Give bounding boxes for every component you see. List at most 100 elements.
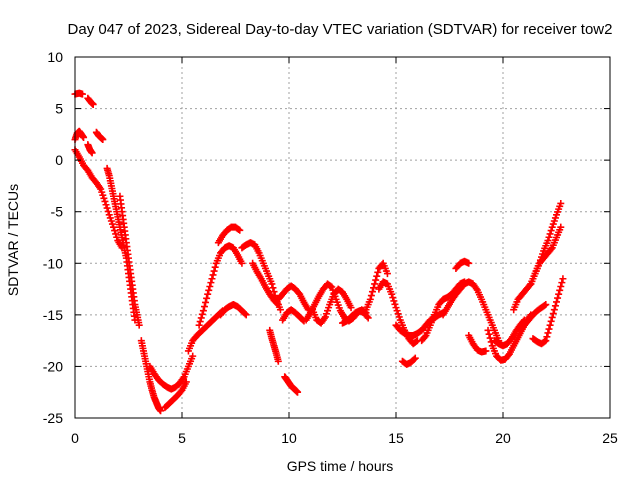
axis-ticks: [74, 56, 611, 419]
data-point: [238, 259, 246, 267]
data-point: [371, 280, 379, 288]
data-point: [557, 223, 565, 231]
data-point: [388, 290, 396, 298]
y-tick-label: -10: [43, 255, 63, 271]
y-tick-label: -15: [43, 307, 63, 323]
data-point: [135, 321, 143, 329]
data-point: [559, 275, 567, 283]
x-tick-label: 15: [388, 430, 404, 446]
data-point: [206, 282, 214, 290]
data-point: [195, 321, 203, 329]
data-point: [103, 204, 111, 212]
data-point: [205, 286, 213, 294]
data-point: [372, 276, 380, 284]
x-tick-label: 25: [602, 430, 618, 446]
data-point: [347, 304, 355, 312]
data-point: [80, 133, 88, 141]
x-tick-label: 20: [495, 430, 511, 446]
data-point: [196, 318, 204, 326]
data-point: [551, 302, 559, 310]
data-point: [241, 310, 249, 318]
tick-labels: 0 5 10 15 20 25 10 5 0 -5 -10 -15 -20 -25: [43, 49, 618, 446]
x-tick-label: 5: [178, 430, 186, 446]
data-point: [557, 282, 565, 290]
data-point: [547, 245, 555, 253]
data-point: [486, 334, 494, 342]
data-point: [549, 310, 557, 318]
data-point: [110, 223, 118, 231]
data-point: [199, 307, 207, 315]
data-point: [411, 354, 419, 362]
data-point: [484, 326, 492, 334]
data-point: [211, 263, 219, 271]
y-tick-label: 5: [55, 101, 63, 117]
data-point: [368, 288, 376, 296]
data-point: [88, 149, 96, 157]
data-point: [391, 300, 399, 308]
data-point: [367, 292, 375, 300]
data-point: [197, 314, 205, 322]
data-point: [111, 227, 119, 235]
x-axis-label: GPS time / hours: [287, 458, 394, 474]
data-point: [542, 337, 550, 345]
data-point: [482, 347, 490, 355]
data-point: [545, 233, 553, 241]
data-point: [548, 313, 556, 321]
data-point: [383, 270, 391, 278]
data-point: [526, 281, 534, 289]
y-tick-label: 10: [47, 49, 63, 65]
data-point: [236, 226, 244, 234]
x-tick-label: 10: [281, 430, 297, 446]
data-point: [545, 325, 553, 333]
data-point: [208, 275, 216, 283]
data-point: [269, 284, 277, 292]
data-point: [202, 298, 210, 306]
chart-title: Day 047 of 2023, Sidereal Day-to-day VTE…: [68, 21, 613, 38]
data-point: [421, 333, 429, 341]
x-tick-label: 0: [71, 430, 79, 446]
data-point: [157, 407, 165, 415]
data-point: [546, 321, 554, 329]
data-point: [542, 301, 550, 309]
data-point: [189, 352, 197, 360]
data-point: [198, 310, 206, 318]
data-point: [207, 279, 215, 287]
data-point: [558, 279, 566, 287]
data-point: [274, 357, 282, 365]
data-point: [276, 306, 284, 314]
data-point: [544, 329, 552, 337]
y-tick-label: 0: [55, 152, 63, 168]
grid-lines: [75, 57, 610, 418]
data-point: [547, 317, 555, 325]
data-point: [374, 268, 382, 276]
data-point: [485, 330, 493, 338]
data-point: [89, 100, 97, 108]
data-point: [363, 313, 371, 321]
data-point: [209, 271, 217, 279]
data-point: [210, 267, 218, 275]
data-point: [242, 311, 250, 319]
data-point: [389, 294, 397, 302]
data-point: [101, 197, 109, 205]
y-tick-label: -25: [43, 410, 63, 426]
data-point: [182, 378, 190, 386]
data-point: [273, 300, 281, 308]
data-point: [78, 90, 86, 98]
data-point: [550, 306, 558, 314]
data-point: [544, 237, 552, 245]
data-point: [557, 199, 565, 207]
data-point: [546, 230, 554, 238]
data-point: [410, 355, 418, 363]
data-point: [104, 207, 112, 215]
y-tick-label: -5: [51, 204, 64, 220]
data-point: [112, 230, 120, 238]
data-point: [204, 290, 212, 298]
data-point: [554, 294, 562, 302]
data-point: [268, 280, 276, 288]
y-tick-label: -20: [43, 358, 63, 374]
data-point: [390, 297, 398, 305]
data-point: [203, 294, 211, 302]
data-point: [553, 298, 560, 306]
